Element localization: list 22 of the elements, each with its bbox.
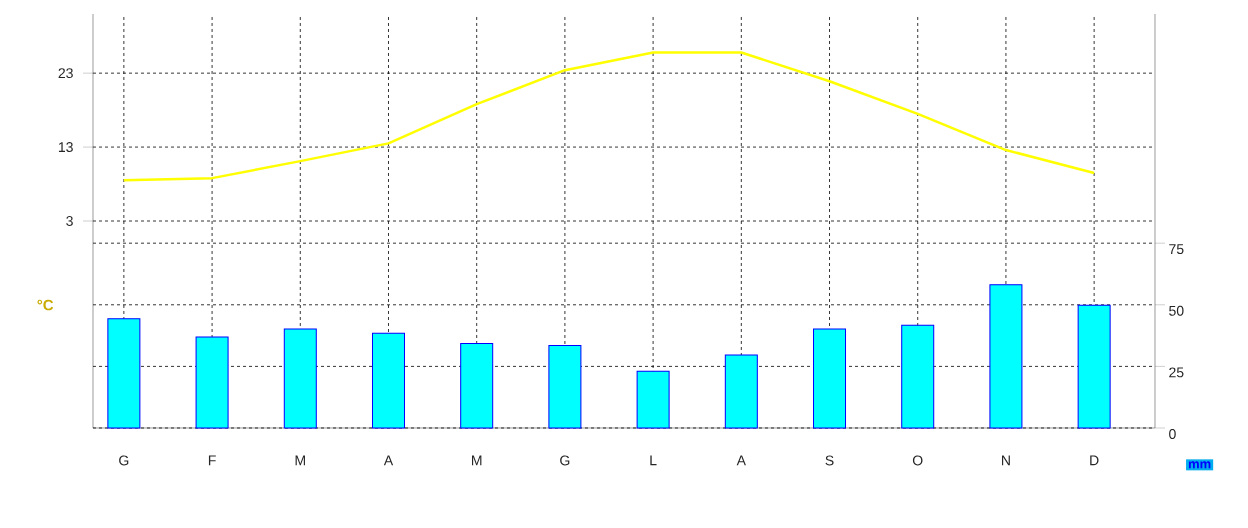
y2-tick-label: 50 <box>1169 305 1184 316</box>
x-tick-label: G <box>560 455 570 466</box>
x-tick-label: F <box>208 455 216 466</box>
x-tick-label: O <box>912 455 923 466</box>
y-tick-label: 3 <box>66 216 73 226</box>
y-tick-label: 13 <box>58 142 73 153</box>
y-tick-label: 23 <box>58 68 73 79</box>
y2-axis-title: mm <box>1188 461 1211 469</box>
x-tick-label: A <box>383 455 394 466</box>
y2-tick-label: 0 <box>1169 429 1176 439</box>
x-tick-label: S <box>825 455 834 466</box>
line-series <box>122 51 1096 182</box>
y2-tick-label: 25 <box>1169 367 1184 378</box>
x-tick-label: A <box>736 455 746 466</box>
x-tick-label: D <box>1090 455 1099 466</box>
y2-tick-label: 75 <box>1169 244 1184 255</box>
x-tick-label: L <box>650 455 657 466</box>
y-axis-title: °C <box>37 299 54 311</box>
x-tick-label: G <box>119 455 129 466</box>
x-tick-label: M <box>295 455 305 466</box>
x-tick-label: M <box>472 455 482 466</box>
x-tick-label: N <box>1002 455 1010 466</box>
